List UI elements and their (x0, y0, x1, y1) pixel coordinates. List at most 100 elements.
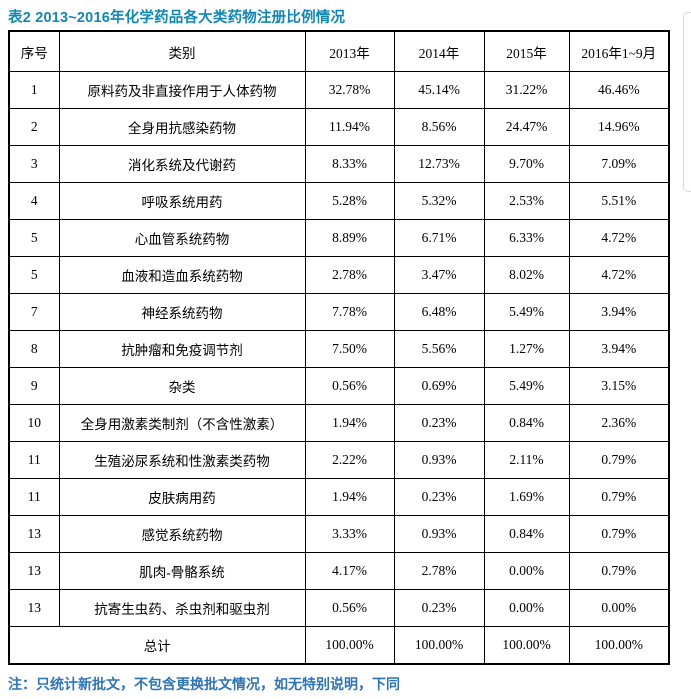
total-row: 总计 100.00% 100.00% 100.00% 100.00% (8, 626, 670, 665)
row-value-cell: 0.79% (568, 441, 670, 479)
row-index-cell: 9 (8, 367, 60, 405)
row-value-cell: 3.33% (304, 515, 395, 553)
row-value-cell: 8.02% (483, 256, 570, 294)
row-value-cell: 3.47% (393, 256, 485, 294)
row-value-cell: 46.46% (568, 71, 670, 109)
table-row: 10 全身用激素类制剂（不含性激素） 1.94% 0.23% 0.84% 2.3… (8, 404, 670, 442)
row-category-cell: 原料药及非直接作用于人体药物 (58, 71, 306, 109)
row-category-cell: 呼吸系统用药 (58, 182, 306, 220)
row-value-cell: 1.94% (304, 404, 395, 442)
table-row: 11 皮肤病用药 1.94% 0.23% 1.69% 0.79% (8, 478, 670, 516)
row-value-cell: 0.23% (393, 404, 485, 442)
row-index-cell: 7 (8, 293, 60, 331)
row-value-cell: 5.32% (393, 182, 485, 220)
total-value-cell: 100.00% (304, 626, 395, 665)
row-index-cell: 2 (8, 108, 60, 146)
row-category-cell: 生殖泌尿系统和性激素类药物 (58, 441, 306, 479)
table-row: 13 感觉系统药物 3.33% 0.93% 0.84% 0.79% (8, 515, 670, 553)
row-value-cell: 11.94% (304, 108, 395, 146)
table-row: 4 呼吸系统用药 5.28% 5.32% 2.53% 5.51% (8, 182, 670, 220)
total-label-cell: 总计 (8, 626, 306, 665)
header-cell-2014: 2014年 (393, 30, 485, 72)
row-value-cell: 7.78% (304, 293, 395, 331)
row-index-cell: 13 (8, 515, 60, 553)
row-value-cell: 6.33% (483, 219, 570, 257)
row-value-cell: 0.00% (568, 589, 670, 627)
row-value-cell: 24.47% (483, 108, 570, 146)
row-value-cell: 1.27% (483, 330, 570, 368)
side-panel-edge (683, 12, 691, 192)
row-index-cell: 13 (8, 589, 60, 627)
row-category-cell: 血液和造血系统药物 (58, 256, 306, 294)
header-cell-2015: 2015年 (483, 30, 570, 72)
table-row: 2 全身用抗感染药物 11.94% 8.56% 24.47% 14.96% (8, 108, 670, 146)
row-value-cell: 3.94% (568, 293, 670, 331)
total-value-cell: 100.00% (483, 626, 570, 665)
row-value-cell: 3.15% (568, 367, 670, 405)
row-value-cell: 4.17% (304, 552, 395, 590)
row-value-cell: 1.94% (304, 478, 395, 516)
row-value-cell: 0.00% (483, 589, 570, 627)
row-value-cell: 0.93% (393, 441, 485, 479)
row-value-cell: 7.50% (304, 330, 395, 368)
header-cell-index: 序号 (8, 30, 60, 72)
row-category-cell: 全身用抗感染药物 (58, 108, 306, 146)
header-cell-2016: 2016年1~9月 (568, 30, 670, 72)
row-value-cell: 0.79% (568, 515, 670, 553)
table-row: 13 肌肉-骨骼系统 4.17% 2.78% 0.00% 0.79% (8, 552, 670, 590)
table-row: 13 抗寄生虫药、杀虫剂和驱虫剂 0.56% 0.23% 0.00% 0.00% (8, 589, 670, 627)
table-row: 11 生殖泌尿系统和性激素类药物 2.22% 0.93% 2.11% 0.79% (8, 441, 670, 479)
row-value-cell: 5.28% (304, 182, 395, 220)
row-index-cell: 11 (8, 478, 60, 516)
row-category-cell: 感觉系统药物 (58, 515, 306, 553)
row-index-cell: 5 (8, 256, 60, 294)
row-category-cell: 神经系统药物 (58, 293, 306, 331)
row-value-cell: 2.53% (483, 182, 570, 220)
row-value-cell: 45.14% (393, 71, 485, 109)
row-value-cell: 0.93% (393, 515, 485, 553)
row-value-cell: 2.22% (304, 441, 395, 479)
row-category-cell: 肌肉-骨骼系统 (58, 552, 306, 590)
row-category-cell: 消化系统及代谢药 (58, 145, 306, 183)
row-category-cell: 全身用激素类制剂（不含性激素） (58, 404, 306, 442)
table-row: 7 神经系统药物 7.78% 6.48% 5.49% 3.94% (8, 293, 670, 331)
table-row: 1 原料药及非直接作用于人体药物 32.78% 45.14% 31.22% 46… (8, 71, 670, 109)
row-value-cell: 2.78% (304, 256, 395, 294)
row-value-cell: 32.78% (304, 71, 395, 109)
row-value-cell: 5.51% (568, 182, 670, 220)
row-index-cell: 3 (8, 145, 60, 183)
row-value-cell: 8.33% (304, 145, 395, 183)
row-category-cell: 抗肿瘤和免疫调节剂 (58, 330, 306, 368)
total-value-cell: 100.00% (568, 626, 670, 665)
row-category-cell: 抗寄生虫药、杀虫剂和驱虫剂 (58, 589, 306, 627)
row-index-cell: 13 (8, 552, 60, 590)
footnote: 注：只统计新批文，不包含更换批文情况，如无特别说明，下同 (8, 676, 400, 692)
row-value-cell: 4.72% (568, 256, 670, 294)
row-value-cell: 5.49% (483, 367, 570, 405)
row-index-cell: 5 (8, 219, 60, 257)
row-value-cell: 4.72% (568, 219, 670, 257)
row-value-cell: 0.79% (568, 478, 670, 516)
page-title: 表2 2013~2016年化学药品各大类药物注册比例情况 (8, 10, 346, 26)
table-row: 5 心血管系统药物 8.89% 6.71% 6.33% 4.72% (8, 219, 670, 257)
row-value-cell: 0.84% (483, 515, 570, 553)
row-value-cell: 0.84% (483, 404, 570, 442)
row-value-cell: 0.56% (304, 367, 395, 405)
row-index-cell: 10 (8, 404, 60, 442)
total-value-cell: 100.00% (393, 626, 485, 665)
row-value-cell: 5.49% (483, 293, 570, 331)
row-value-cell: 0.00% (483, 552, 570, 590)
row-value-cell: 1.69% (483, 478, 570, 516)
row-value-cell: 0.79% (568, 552, 670, 590)
table-header-row: 序号 类别 2013年 2014年 2015年 2016年1~9月 (8, 30, 670, 72)
table-row: 3 消化系统及代谢药 8.33% 12.73% 9.70% 7.09% (8, 145, 670, 183)
row-category-cell: 杂类 (58, 367, 306, 405)
row-value-cell: 6.71% (393, 219, 485, 257)
row-value-cell: 2.11% (483, 441, 570, 479)
row-value-cell: 8.89% (304, 219, 395, 257)
row-value-cell: 5.56% (393, 330, 485, 368)
row-value-cell: 12.73% (393, 145, 485, 183)
row-index-cell: 8 (8, 330, 60, 368)
row-value-cell: 0.69% (393, 367, 485, 405)
drug-registration-table: 序号 类别 2013年 2014年 2015年 2016年1~9月 1 原料药及… (8, 30, 670, 665)
